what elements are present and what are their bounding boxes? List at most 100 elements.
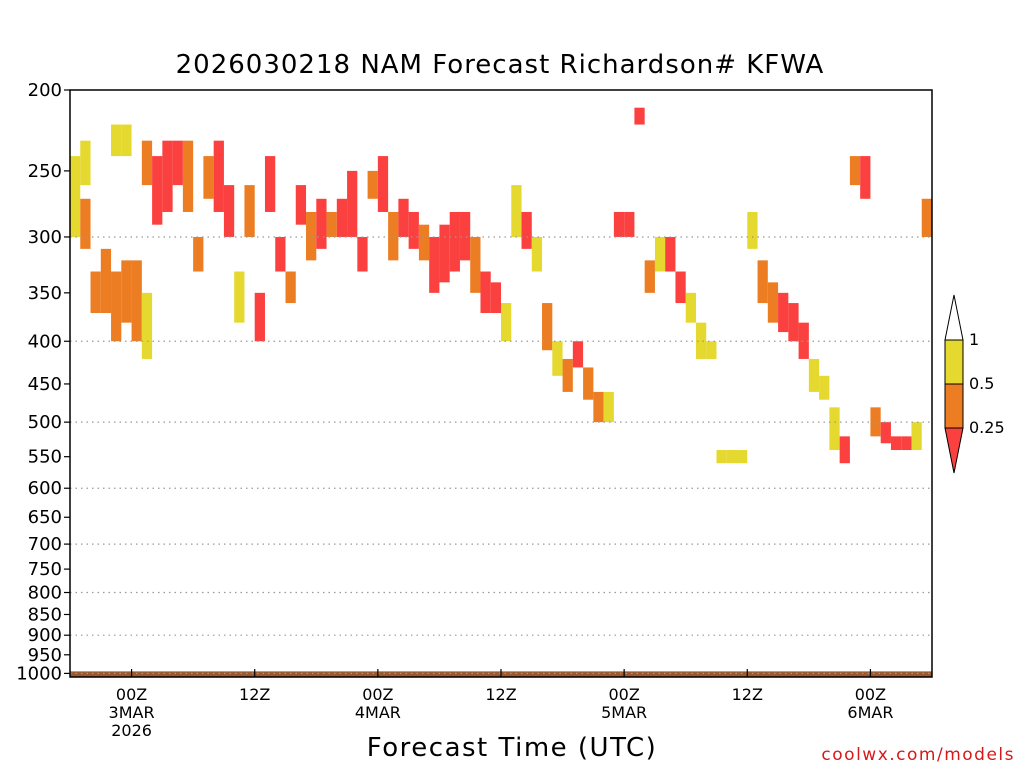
heatmap-cell [357, 236, 368, 272]
heatmap-cell [890, 436, 902, 451]
heatmap-cell [562, 358, 573, 392]
x-tick-label: 4MAR [355, 703, 401, 722]
heatmap-cell [162, 140, 173, 212]
heatmap-cell [336, 198, 348, 237]
x-tick-label: 12Z [732, 685, 763, 704]
heatmap-cell [798, 322, 809, 359]
heatmap-cell [111, 124, 122, 157]
heatmap-cell [213, 140, 224, 212]
heatmap-cell [408, 211, 419, 249]
credit-link[interactable]: coolwx.com/models [821, 745, 1015, 765]
heatmap-cell [870, 407, 881, 437]
y-tick-label: 950 [28, 645, 62, 666]
x-tick-label: 5MAR [601, 703, 647, 722]
heatmap-cell [275, 236, 286, 272]
heatmap-cell [839, 436, 850, 464]
heatmap-cell [234, 271, 245, 323]
heatmap-cell [182, 140, 194, 212]
heatmap-cell [644, 260, 655, 293]
x-tick-label: 00Z [362, 685, 393, 704]
heatmap-cell [449, 211, 460, 272]
heatmap-cell [141, 140, 153, 186]
legend-swatch-ge1 [944, 294, 964, 341]
x-tick-label: 2026 [111, 721, 152, 740]
y-tick-label: 650 [28, 507, 62, 528]
legend-swatch-025-05 [944, 383, 964, 429]
heatmap-cell [193, 236, 204, 272]
heatmap-cell [880, 422, 891, 444]
heatmap-cell [480, 271, 491, 313]
heatmap-cell [757, 260, 768, 304]
x-tick-label: 00Z [116, 685, 147, 704]
heatmap-cell [716, 450, 727, 464]
heatmap-cell [80, 140, 91, 186]
y-tick-label: 250 [28, 161, 62, 182]
heatmap-cell [849, 156, 861, 186]
heatmap-cell [531, 236, 543, 272]
y-tick-label: 800 [28, 583, 62, 604]
heatmap-cell [726, 450, 738, 464]
heatmap-cell [747, 211, 758, 249]
heatmap-cell [244, 185, 255, 237]
heatmap-cell [100, 248, 112, 313]
heatmap-cell [254, 292, 265, 342]
x-tick-label: 3MAR [109, 703, 155, 722]
heatmap-cell [388, 211, 399, 261]
heatmap-cell [911, 422, 922, 451]
legend-swatch-05-1 [944, 339, 964, 385]
heatmap-cell [685, 292, 696, 323]
heatmap-cell [223, 185, 235, 237]
x-axis-label: Forecast Time (UTC) [366, 733, 658, 763]
heatmap-cell [326, 211, 337, 237]
heatmap-cell [737, 450, 748, 464]
heatmap-cell [572, 341, 584, 368]
heatmap-cell [295, 185, 307, 225]
heatmap-cell [675, 271, 686, 304]
x-tick-label: 12Z [485, 685, 516, 704]
heatmap-cell [152, 156, 163, 225]
heatmap-cell [860, 156, 871, 199]
heatmap-cell [121, 260, 132, 323]
y-tick-label: 700 [28, 534, 62, 555]
heatmap-cell [70, 156, 81, 237]
x-tick-label: 6MAR [847, 703, 893, 722]
heatmap-cell [121, 124, 132, 157]
heatmap-cell [603, 391, 614, 423]
legend-label: 1 [969, 330, 979, 349]
heatmap-cell [172, 140, 183, 186]
heatmap-cell [921, 198, 932, 237]
chart-title: 2026030218 NAM Forecast Richardson# KFWA [175, 50, 825, 80]
y-tick-label: 450 [28, 374, 62, 395]
heatmap-cell [593, 391, 604, 423]
y-tick-label: 500 [28, 412, 62, 433]
heatmap-cell [141, 292, 153, 359]
heatmap-cell [624, 211, 635, 237]
heatmap-cell [552, 341, 563, 376]
y-tick-label: 400 [28, 331, 62, 352]
heatmap-cell [306, 211, 317, 261]
heatmap-cell [819, 375, 830, 400]
heatmap-cell [654, 236, 666, 272]
y-tick-label: 600 [28, 478, 62, 499]
y-tick-label: 900 [28, 625, 62, 646]
heatmap-cell [131, 260, 142, 342]
gridlines [70, 236, 932, 674]
heatmap-cell [634, 107, 645, 125]
heatmap-cell [470, 236, 481, 293]
heatmap-cell [203, 156, 214, 199]
heatmap-cell [439, 224, 450, 283]
heatmap-cell [788, 303, 799, 342]
heatmap-cell [377, 156, 389, 212]
heatmap-cell [80, 198, 91, 249]
heatmap-cell [418, 224, 430, 261]
heatmap-cell [706, 341, 717, 359]
y-tick-label: 1000 [16, 663, 62, 684]
heatmap-cell [767, 282, 779, 323]
heatmap-cell [665, 236, 676, 272]
heatmap-cell [829, 407, 840, 451]
heatmap-cell [285, 271, 296, 304]
x-tick-label: 12Z [239, 685, 270, 704]
heatmap-cell [613, 211, 625, 237]
